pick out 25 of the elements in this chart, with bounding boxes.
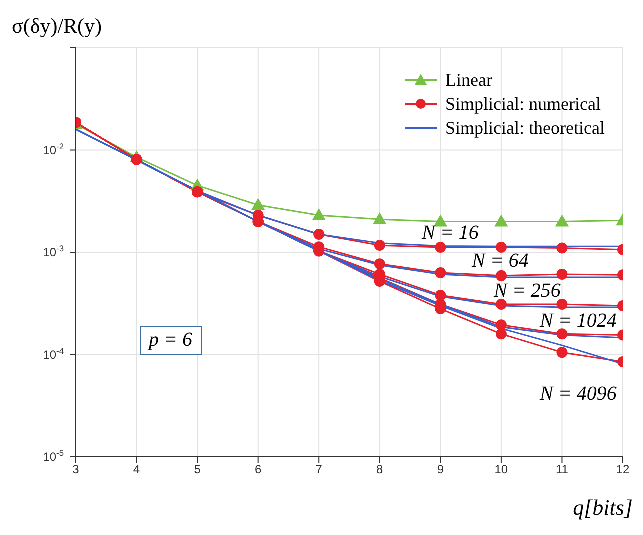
y-axis-title: σ(δy)/R(y) (12, 14, 102, 39)
x-tick-label: 3 (72, 462, 80, 477)
legend-label: Linear (446, 70, 493, 90)
annotation: N = 64 (470, 250, 530, 273)
x-tick-label: 9 (437, 462, 444, 477)
x-tick-label: 7 (316, 462, 323, 477)
y-tick-label: 10$^{-2}$ (43, 141, 64, 158)
x-tick-label: 12 (616, 462, 630, 477)
x-tick-label: 4 (133, 462, 140, 477)
legend-label: Simplicial: theoretical (446, 118, 605, 138)
x-tick-label: 10 (494, 462, 508, 477)
x-tick-label: 5 (194, 462, 202, 477)
x-tick-label: 11 (556, 462, 569, 477)
annotation: N = 256 (492, 280, 562, 303)
x-axis-title: q[bits] (573, 495, 633, 521)
annotation: p = 6 (140, 326, 202, 355)
y-tick-label: 10$^{-3}$ (43, 244, 64, 260)
y-tick-label: 10$^{-4}$ (43, 346, 64, 362)
x-tick-label: 6 (254, 462, 262, 477)
annotation: N = 1024 (538, 310, 618, 333)
x-tick-label: 8 (376, 462, 384, 477)
y-tick-label: 10$^{-5}$ (43, 448, 64, 464)
annotation: N = 16 (420, 222, 480, 245)
legend-label: Simplicial: numerical (446, 94, 602, 114)
annotation: N = 4096 (538, 383, 618, 406)
